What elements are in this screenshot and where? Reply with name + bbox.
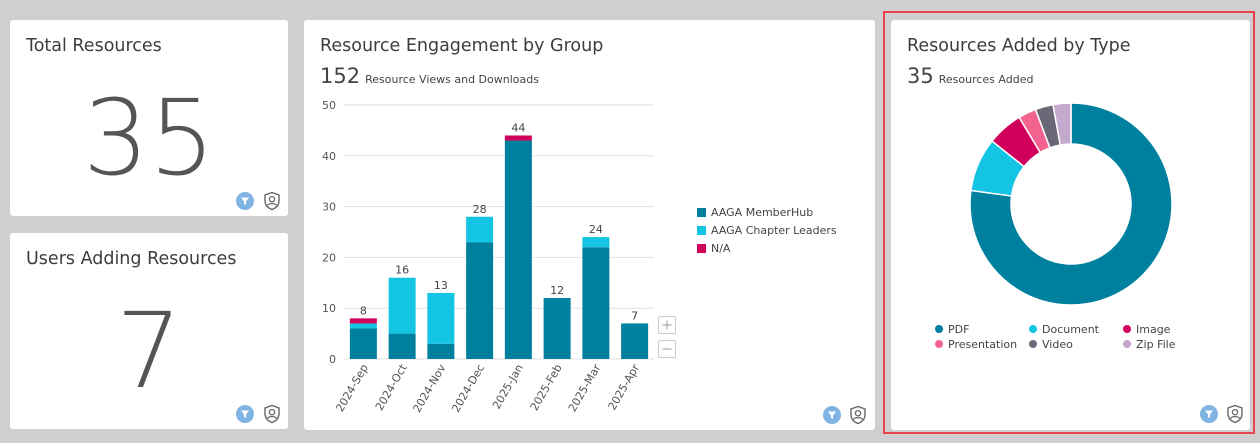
legend-item-na[interactable]: N/A: [697, 242, 730, 255]
legend-label-presentation: Presentation: [948, 338, 1018, 351]
user-shield-icon[interactable]: [1225, 404, 1245, 424]
total-resources-title: Total Resources: [26, 36, 162, 56]
x-tick-label: 2024-Oct: [373, 361, 410, 413]
x-tick-label: 2024-Sep: [333, 362, 371, 414]
added-by-type-subtitle: 35 Resources Added: [907, 64, 1033, 88]
legend-swatch-na: [697, 244, 706, 253]
bar-segment[interactable]: [349, 328, 377, 359]
legend-item-chapter-leaders[interactable]: AAGA Chapter Leaders: [697, 224, 837, 237]
engagement-total: 152: [320, 64, 361, 88]
bar-segment[interactable]: [621, 323, 649, 359]
users-adding-title: Users Adding Resources: [26, 249, 237, 269]
resource-type-donut-chart: [969, 102, 1173, 306]
legend-dot-zip-file: [1123, 340, 1131, 348]
legend-label-memberhub: AAGA MemberHub: [711, 206, 814, 219]
y-tick-label: 20: [322, 251, 336, 264]
legend-dot-video: [1029, 340, 1037, 348]
added-by-type-card: Resources Added by Type 35 Resources Adde…: [891, 20, 1250, 430]
bar-segment[interactable]: [388, 333, 416, 359]
filter-icon[interactable]: [236, 192, 254, 210]
legend-swatch-chapter-leaders: [697, 226, 706, 235]
engagement-title: Resource Engagement by Group: [320, 36, 604, 56]
legend-label-video: Video: [1042, 338, 1073, 351]
bar-segment[interactable]: [504, 135, 532, 141]
user-shield-icon[interactable]: [262, 191, 282, 211]
bar-segment[interactable]: [349, 323, 377, 329]
bar-total-label: 8: [360, 304, 367, 317]
bar-total-label: 7: [631, 309, 638, 322]
users-adding-card: Users Adding Resources 7: [10, 233, 288, 429]
total-resources-value: 35: [82, 77, 216, 199]
legend-label-na: N/A: [711, 242, 731, 255]
x-tick-label: 2025-Feb: [528, 362, 565, 413]
y-tick-label: 0: [329, 353, 336, 366]
legend-dot-image: [1123, 325, 1131, 333]
legend-item-video[interactable]: Video: [1029, 338, 1073, 351]
bar-total-label: 12: [550, 284, 564, 297]
bar-segment[interactable]: [466, 216, 494, 243]
user-shield-icon[interactable]: [848, 405, 868, 425]
legend-swatch-memberhub: [697, 208, 706, 217]
selection-highlight: [883, 11, 1255, 434]
engagement-subtitle: 152 Resource Views and Downloads: [320, 64, 539, 88]
bar-segment[interactable]: [543, 298, 571, 359]
bar-total-label: 13: [434, 279, 448, 292]
donut-slice[interactable]: [969, 102, 1173, 306]
engagement-total-label: Resource Views and Downloads: [365, 73, 539, 86]
legend-item-presentation[interactable]: Presentation: [935, 338, 1017, 351]
legend-label-document: Document: [1042, 323, 1099, 336]
x-tick-label: 2025-Apr: [606, 362, 643, 413]
engagement-bar-chart: 0 10 20 30 40 50 8 2024-Sep 16 2024-Oct 13 2024-Nov…: [322, 99, 654, 415]
bar-segment[interactable]: [427, 292, 455, 344]
bar-segment[interactable]: [582, 247, 610, 359]
bar-segment[interactable]: [427, 343, 455, 359]
legend-label-chapter-leaders: AAGA Chapter Leaders: [711, 224, 837, 237]
users-adding-value: 7: [115, 290, 183, 412]
engagement-card: Resource Engagement by Group 152 Resource…: [304, 20, 875, 430]
bar-segment[interactable]: [349, 318, 377, 324]
x-tick-label: 2024-Nov: [410, 362, 448, 415]
legend-label-image: Image: [1136, 323, 1171, 336]
filter-icon[interactable]: [1200, 405, 1218, 423]
legend-item-zip-file[interactable]: Zip File: [1123, 338, 1175, 351]
zoom-in-button[interactable]: [658, 316, 676, 334]
added-by-type-total: 35: [907, 64, 934, 88]
y-tick-label: 30: [322, 201, 336, 214]
filter-icon[interactable]: [236, 405, 254, 423]
legend-item-image[interactable]: Image: [1123, 323, 1170, 336]
legend-dot-pdf: [935, 325, 943, 333]
y-tick-label: 40: [322, 150, 336, 163]
bar-segment[interactable]: [466, 242, 494, 359]
x-tick-label: 2025-Jan: [490, 362, 526, 411]
y-tick-label: 50: [322, 99, 336, 112]
legend-item-document[interactable]: Document: [1029, 323, 1099, 336]
bar-segment[interactable]: [388, 277, 416, 334]
zoom-out-button[interactable]: [658, 340, 676, 358]
legend-item-pdf[interactable]: PDF: [935, 323, 969, 336]
x-tick-label: 2024-Dec: [449, 362, 487, 415]
legend-dot-document: [1029, 325, 1037, 333]
added-by-type-title: Resources Added by Type: [907, 36, 1131, 56]
filter-icon[interactable]: [823, 406, 841, 424]
legend-label-zip-file: Zip File: [1136, 338, 1176, 351]
added-by-type-total-label: Resources Added: [938, 73, 1034, 86]
user-shield-icon[interactable]: [262, 404, 282, 424]
bar-total-label: 16: [395, 264, 409, 277]
legend-dot-presentation: [935, 340, 943, 348]
bar-segment[interactable]: [504, 140, 532, 359]
legend-label-pdf: PDF: [948, 323, 970, 336]
legend-item-memberhub[interactable]: AAGA MemberHub: [697, 206, 813, 219]
y-tick-label: 10: [322, 302, 336, 315]
x-tick-label: 2025-Mar: [566, 362, 604, 415]
bar-total-label: 28: [473, 203, 487, 216]
total-resources-card: Total Resources 35: [10, 20, 288, 216]
bar-total-label: 44: [511, 121, 525, 134]
donut-slice[interactable]: [1052, 102, 1072, 146]
bar-total-label: 24: [589, 223, 603, 236]
bar-segment[interactable]: [582, 237, 610, 248]
